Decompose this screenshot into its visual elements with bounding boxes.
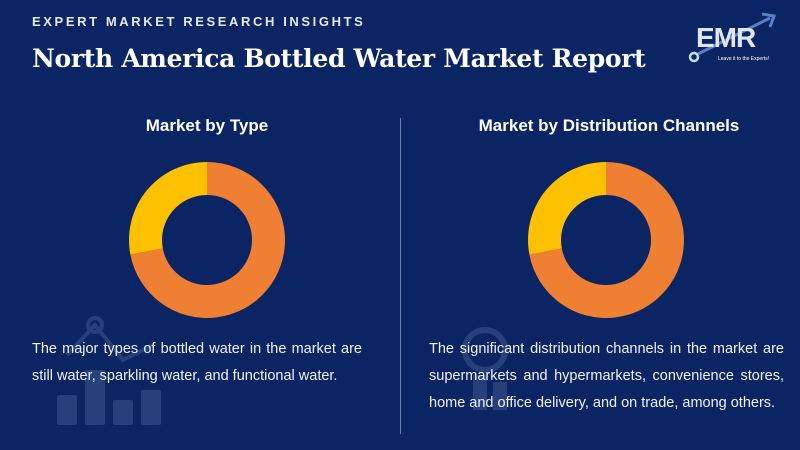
description-distribution: The significant distribution channels in… [429, 341, 784, 411]
page-title: North America Bottled Water Market Repor… [32, 44, 646, 73]
chart-title-type: Market by Type [145, 116, 269, 135]
donut-chart-distribution [528, 162, 684, 318]
magnifier-watermark-icon [462, 327, 508, 410]
chart-title-distribution: Market by Distribution Channels [478, 116, 740, 135]
logo-tagline: Leave it to the Experts! [718, 56, 770, 62]
donut-slice-segment-1 [529, 162, 684, 318]
divider [400, 118, 401, 434]
header-kicker: EXPERT MARKET RESEARCH INSIGHTS [32, 14, 366, 29]
logo-text: EMR [696, 22, 756, 53]
donut-slice-segment-2 [528, 162, 606, 255]
emr-logo: EMR Leave it to the Experts! [684, 8, 784, 63]
donut-chart-type [129, 162, 285, 318]
donut-slice-segment-1 [130, 162, 285, 318]
donut-slice-segment-2 [129, 162, 207, 255]
arrow-icon [688, 12, 777, 63]
bar-chart-watermark-icon [57, 316, 161, 425]
description-type: The major types of bottled water in the … [32, 341, 362, 384]
